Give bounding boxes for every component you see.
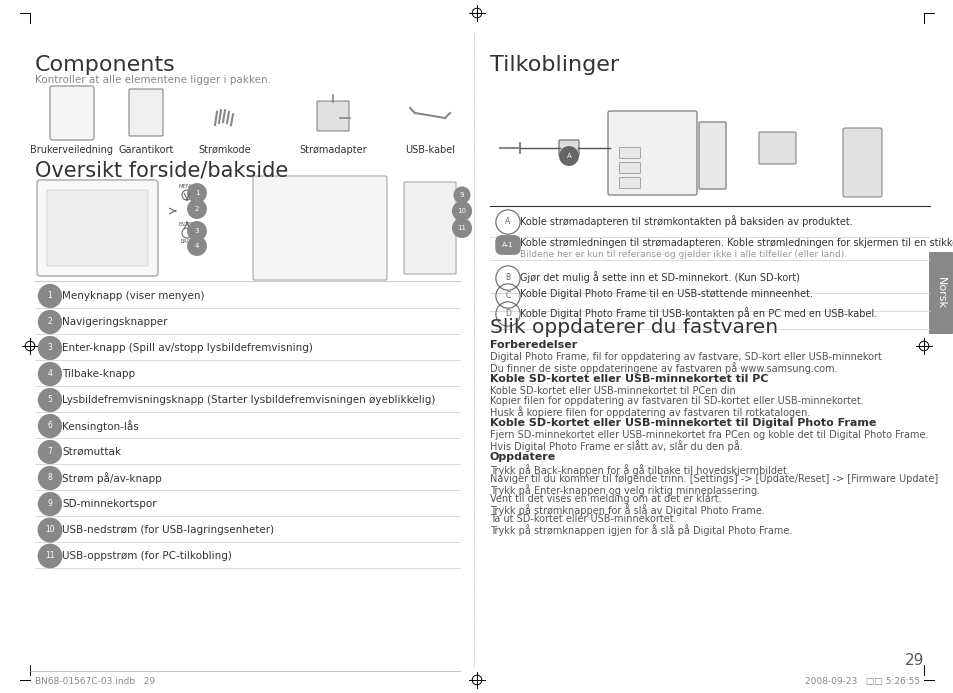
Text: Trykk på strømknappen for å slå av Digital Photo Frame.: Trykk på strømknappen for å slå av Digit… [490, 504, 764, 516]
Text: Kensington-lås: Kensington-lås [62, 420, 138, 432]
FancyBboxPatch shape [47, 190, 148, 266]
Text: Koble strømledningen til strømadapteren. Koble strømledningen for skjermen til e: Koble strømledningen til strømadapteren.… [519, 238, 953, 248]
Text: Garantikort: Garantikort [118, 145, 173, 155]
Text: Oversikt forside/bakside: Oversikt forside/bakside [35, 160, 288, 180]
Text: Koble SD-kortet eller USB-minnekortet til Digital Photo Frame: Koble SD-kortet eller USB-minnekortet ti… [490, 418, 876, 428]
Text: Strømadapter: Strømadapter [299, 145, 366, 155]
Text: 9: 9 [48, 500, 52, 509]
Text: Oppdatere: Oppdatere [490, 452, 556, 462]
Text: Menyknapp (viser menyen): Menyknapp (viser menyen) [62, 291, 204, 301]
Text: 29: 29 [903, 653, 923, 668]
Text: B: B [505, 274, 510, 283]
Text: 4: 4 [194, 243, 199, 249]
Text: 5: 5 [48, 396, 52, 405]
Text: ENTER: ENTER [178, 222, 195, 227]
Text: Tilbake-knapp: Tilbake-knapp [62, 369, 135, 379]
Text: A-1: A-1 [501, 242, 514, 248]
Text: Du finner de siste oppdateringene av fastvaren på www.samsung.com.: Du finner de siste oppdateringene av fas… [490, 362, 837, 374]
FancyBboxPatch shape [928, 252, 952, 334]
Text: Naviger til du kommer til følgende trinn. [Settings] -> [Update/Reset] -> [Firmw: Naviger til du kommer til følgende trinn… [490, 474, 937, 484]
Text: 6: 6 [48, 421, 52, 430]
Text: Koble Digital Photo Frame til USB-kontakten på en PC med en USB-kabel.: Koble Digital Photo Frame til USB-kontak… [519, 307, 877, 319]
FancyBboxPatch shape [50, 86, 94, 140]
Text: C: C [505, 292, 510, 301]
FancyBboxPatch shape [842, 128, 882, 197]
Text: Koble strømadapteren til strømkontakten på baksiden av produktet.: Koble strømadapteren til strømkontakten … [519, 215, 852, 227]
FancyBboxPatch shape [618, 177, 639, 188]
Text: Components: Components [35, 55, 175, 75]
FancyBboxPatch shape [618, 148, 639, 159]
FancyBboxPatch shape [607, 111, 697, 195]
Text: Bildene her er kun til referanse og gjelder ikke i alle tilfeller (eller land).: Bildene her er kun til referanse og gjel… [519, 250, 846, 259]
Text: Kopier filen for oppdatering av fastvaren til SD-kortet eller USB-minnekortet.: Kopier filen for oppdatering av fastvare… [490, 396, 862, 406]
Text: Norsk: Norsk [935, 277, 945, 309]
Text: 1: 1 [194, 190, 199, 196]
Text: MENU: MENU [179, 184, 194, 189]
Text: 2008-09-23   □□ 5:26:55: 2008-09-23 □□ 5:26:55 [804, 677, 919, 686]
Text: Lysbildefremvisningsknapp (Starter lysbildefremvisningen øyeblikkelig): Lysbildefremvisningsknapp (Starter lysbi… [62, 395, 435, 405]
Text: Fjern SD-minnekortet eller USB-minnekortet fra PCen og koble det til Digital Pho: Fjern SD-minnekortet eller USB-minnekort… [490, 430, 927, 440]
Text: Trykk på strømknappen igjen for å slå på Digital Photo Frame.: Trykk på strømknappen igjen for å slå på… [490, 524, 792, 536]
Text: Ta ut SD-kortet eller USB-minnekortet.: Ta ut SD-kortet eller USB-minnekortet. [490, 514, 676, 524]
FancyBboxPatch shape [699, 122, 725, 189]
FancyBboxPatch shape [403, 182, 456, 274]
Text: 2: 2 [194, 206, 199, 212]
Text: 3: 3 [194, 228, 199, 234]
Text: Koble SD-kortet eller USB-minnekortet til PC: Koble SD-kortet eller USB-minnekortet ti… [490, 374, 768, 384]
Text: D: D [504, 310, 511, 319]
Text: Koble SD-kortet eller USB-minnekortet til PCen din: Koble SD-kortet eller USB-minnekortet ti… [490, 386, 735, 396]
Text: Hvis Digital Photo Frame er slått av, slår du den på.: Hvis Digital Photo Frame er slått av, sl… [490, 440, 742, 452]
Text: 11: 11 [45, 552, 54, 561]
FancyBboxPatch shape [618, 162, 639, 173]
Text: Strøm på/av-knapp: Strøm på/av-knapp [62, 472, 162, 484]
Text: 11: 11 [457, 225, 466, 231]
Text: Tilkoblinger: Tilkoblinger [490, 55, 618, 75]
Text: Brukerveiledning: Brukerveiledning [30, 145, 113, 155]
FancyBboxPatch shape [253, 176, 387, 280]
Text: Husk å kopiere filen for oppdatering av fastvaren til rotkatalogen.: Husk å kopiere filen for oppdatering av … [490, 406, 809, 418]
Text: 9: 9 [459, 192, 464, 198]
Text: Strømkode: Strømkode [198, 145, 251, 155]
Text: Slik oppdaterer du fastvaren: Slik oppdaterer du fastvaren [490, 318, 778, 337]
Text: Trykk på Back-knappen for å gå tilbake til hovedskjermbildet.: Trykk på Back-knappen for å gå tilbake t… [490, 464, 789, 476]
Text: 3: 3 [48, 344, 52, 353]
Text: Vent til det vises en melding om at det er klart.: Vent til det vises en melding om at det … [490, 494, 720, 504]
Text: 4: 4 [48, 369, 52, 378]
Text: Navigeringsknapper: Navigeringsknapper [62, 317, 168, 327]
Text: 1: 1 [48, 292, 52, 301]
Text: Enter-knapp (Spill av/stopp lysbildefremvisning): Enter-knapp (Spill av/stopp lysbildefrem… [62, 343, 313, 353]
Text: A: A [566, 153, 571, 159]
Text: 10: 10 [45, 525, 54, 534]
Text: 10: 10 [457, 208, 466, 214]
Text: Trykk på Enter-knappen og velg riktig minneplassering.: Trykk på Enter-knappen og velg riktig mi… [490, 484, 760, 496]
FancyBboxPatch shape [129, 89, 163, 136]
Text: 2: 2 [48, 317, 52, 326]
FancyBboxPatch shape [316, 101, 349, 131]
Text: A: A [505, 218, 510, 227]
Text: BN68-01567C-03.indb   29: BN68-01567C-03.indb 29 [35, 677, 155, 686]
Text: Gjør det mulig å sette inn et SD-minnekort. (Kun SD-kort): Gjør det mulig å sette inn et SD-minneko… [519, 271, 799, 283]
Text: Kontroller at alle elementene ligger i pakken.: Kontroller at alle elementene ligger i p… [35, 75, 271, 85]
Text: SD-minnekortspor: SD-minnekortspor [62, 499, 156, 509]
Text: 7: 7 [48, 448, 52, 457]
FancyBboxPatch shape [558, 140, 578, 156]
Text: Koble Digital Photo Frame til en USB-støttende minneenhet.: Koble Digital Photo Frame til en USB-stø… [519, 289, 812, 299]
Text: USB-nedstrøm (for USB-lagringsenheter): USB-nedstrøm (for USB-lagringsenheter) [62, 525, 274, 535]
Text: USB-oppstrøm (for PC-tilkobling): USB-oppstrøm (for PC-tilkobling) [62, 551, 232, 561]
Text: USB-kabel: USB-kabel [405, 145, 455, 155]
Text: BACK: BACK [180, 239, 193, 244]
FancyBboxPatch shape [37, 180, 158, 276]
Text: Forberedelser: Forberedelser [490, 340, 577, 350]
FancyBboxPatch shape [759, 132, 795, 164]
Text: Strømuttak: Strømuttak [62, 447, 121, 457]
Text: 8: 8 [48, 473, 52, 482]
Text: Digital Photo Frame, fil for oppdatering av fastvare, SD-kort eller USB-minnekor: Digital Photo Frame, fil for oppdatering… [490, 352, 881, 362]
